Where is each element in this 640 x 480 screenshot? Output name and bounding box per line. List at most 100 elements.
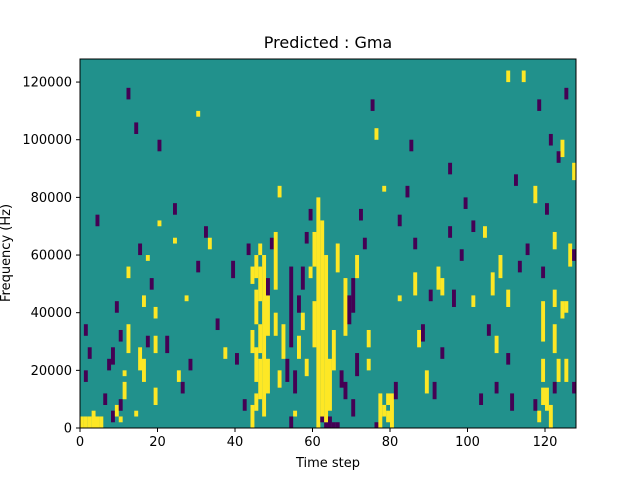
heatmap-cell (304, 358, 309, 377)
heatmap-cell (308, 208, 313, 221)
heatmap-cell (568, 243, 573, 267)
heatmap-cell (126, 324, 131, 354)
heatmap-cell (153, 335, 158, 354)
heatmap-cell (548, 404, 553, 429)
heatmap-cell (424, 370, 429, 394)
heatmap-cell (289, 266, 294, 348)
heatmap-cell (552, 231, 557, 250)
heatmap-cell (324, 255, 329, 423)
heatmap-cell (541, 387, 546, 405)
heatmap-cell (560, 301, 565, 319)
heatmap-cell (320, 416, 325, 423)
heatmap-cell (572, 249, 577, 261)
heatmap-cell (490, 272, 495, 296)
heatmap-cell (560, 139, 565, 158)
heatmap-cell (517, 260, 522, 273)
heatmap-cell (95, 416, 100, 429)
heatmap-cell (254, 347, 259, 382)
heatmap-cell (552, 381, 557, 394)
heatmap-cell (506, 289, 511, 307)
heatmap-cell (428, 289, 433, 302)
heatmap-cell (223, 347, 228, 359)
heatmap-cell (134, 122, 139, 134)
chart-title: Predicted : Gma (264, 33, 392, 52)
x-tick-label: 120 (533, 435, 558, 450)
heatmap-cell (138, 347, 143, 371)
heatmap-cell (355, 353, 360, 377)
heatmap-cell (510, 393, 515, 411)
heatmap-cell (254, 255, 259, 279)
heatmap-cell (215, 318, 220, 331)
heatmap-cell (304, 231, 309, 244)
heatmap-cell (331, 329, 336, 371)
heatmap-cell (483, 226, 487, 238)
heatmap-cell (269, 237, 274, 250)
heatmap-cell (118, 329, 123, 342)
heatmap-cell (122, 370, 127, 377)
y-axis-label: Frequency (Hz) (0, 204, 14, 302)
heatmap-cell (405, 185, 410, 198)
heatmap-cell (285, 358, 290, 382)
heatmap-cell (235, 353, 239, 365)
heatmap-cell (250, 329, 255, 354)
heatmap-cell (362, 237, 367, 250)
y-axis: 0 20000 40000 60000 80000 100000 120000 (22, 76, 80, 437)
heatmap-cell (207, 237, 212, 250)
heatmap-cell (564, 87, 569, 100)
heatmap-cell (165, 335, 170, 354)
heatmap-cell (297, 295, 301, 313)
heatmap-cell (572, 381, 577, 394)
x-tick-label: 20 (149, 435, 166, 450)
heatmap-cell (374, 128, 379, 140)
heatmap-cell (254, 289, 259, 325)
heatmap-cell (355, 255, 360, 279)
heatmap-cell (393, 381, 398, 400)
heatmap-cell (564, 358, 569, 382)
heatmap-cell (262, 255, 267, 417)
heatmap-cell (145, 255, 150, 261)
heatmap-cell (494, 381, 499, 394)
heatmap-cell (533, 399, 538, 411)
heatmap-cell (300, 266, 305, 290)
heatmap-cell (293, 370, 298, 394)
heatmap-cell (277, 370, 282, 388)
heatmap-cell (266, 278, 270, 296)
heatmap-cell (83, 324, 88, 336)
heatmap-cell (343, 278, 348, 336)
heatmap-cell (273, 312, 278, 336)
heatmap-cell (266, 295, 270, 336)
heatmap-cell (397, 214, 402, 227)
heatmap-cell (320, 220, 325, 417)
heatmap-cell (80, 416, 84, 429)
x-tick-label: 40 (227, 435, 244, 450)
heatmap-cell (281, 324, 286, 359)
x-tick-label: 80 (382, 435, 399, 450)
heatmap-cell (134, 410, 139, 417)
heatmap-cell (289, 416, 294, 429)
heatmap-cell (118, 399, 123, 411)
heatmap-cell (374, 422, 379, 429)
heatmap-cell (111, 410, 115, 423)
heatmap-cell (537, 99, 542, 111)
heatmap-cell (463, 197, 468, 209)
y-tick-label: 120000 (22, 76, 72, 91)
heatmap-cell (180, 381, 185, 394)
heatmap-cell (335, 422, 340, 429)
y-tick-label: 60000 (31, 249, 72, 264)
heatmap-cell (335, 243, 340, 273)
heatmap-cell (541, 266, 546, 279)
heatmap-cell (176, 370, 181, 382)
heatmap-cell (250, 266, 255, 284)
heatmap-cell (312, 301, 317, 348)
x-axis-label: Time step (295, 456, 360, 471)
heatmap-cell (525, 243, 530, 256)
heatmap-cell (242, 399, 247, 411)
y-tick-label: 100000 (22, 133, 72, 148)
heatmap-cell (328, 358, 332, 411)
heatmap-cell (552, 324, 557, 354)
heatmap-cell (397, 295, 402, 302)
heatmap-cell (331, 422, 336, 429)
heatmap-cell (521, 70, 526, 83)
heatmap-cell (370, 99, 375, 111)
heatmap-cell (506, 70, 511, 83)
